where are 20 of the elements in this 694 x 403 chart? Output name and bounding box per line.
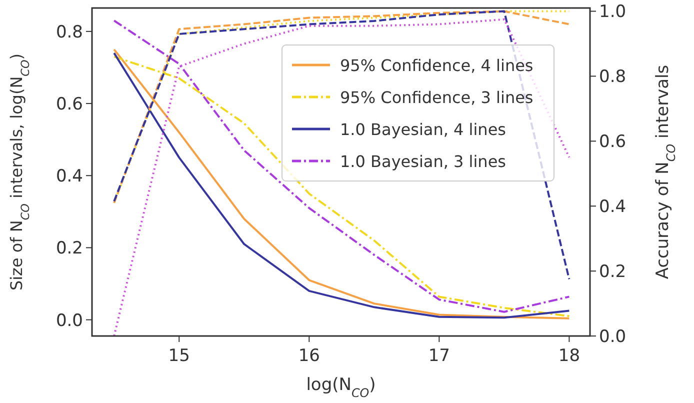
legend-label: 1.0 Bayesian, 3 lines	[340, 152, 506, 171]
legend-label: 95% Confidence, 3 lines	[340, 88, 534, 107]
x-tick-label: 17	[428, 346, 450, 366]
y2-tick-label: 0.0	[599, 327, 626, 347]
y-tick-label: 0.2	[56, 238, 83, 259]
y2-tick-label: 0.8	[599, 67, 626, 88]
y2-tick-label: 0.6	[599, 132, 626, 152]
legend-label: 1.0 Bayesian, 4 lines	[340, 120, 506, 139]
y-tick-label: 0.6	[56, 94, 83, 115]
y2-tick-label: 0.4	[599, 197, 626, 218]
y-tick-label: 0.4	[56, 166, 83, 187]
y2-tick-label: 0.2	[599, 262, 626, 282]
x-tick-label: 16	[298, 346, 320, 366]
y-tick-label: 0.8	[56, 22, 83, 42]
y-tick-label: 0.0	[56, 310, 83, 331]
y2-tick-label: 1.0	[599, 2, 626, 22]
x-tick-label: 18	[558, 346, 580, 366]
x-tick-label: 15	[168, 346, 190, 366]
legend-label: 95% Confidence, 4 lines	[340, 56, 534, 75]
x-axis-title: log(N$_{CO}$)	[306, 375, 376, 400]
